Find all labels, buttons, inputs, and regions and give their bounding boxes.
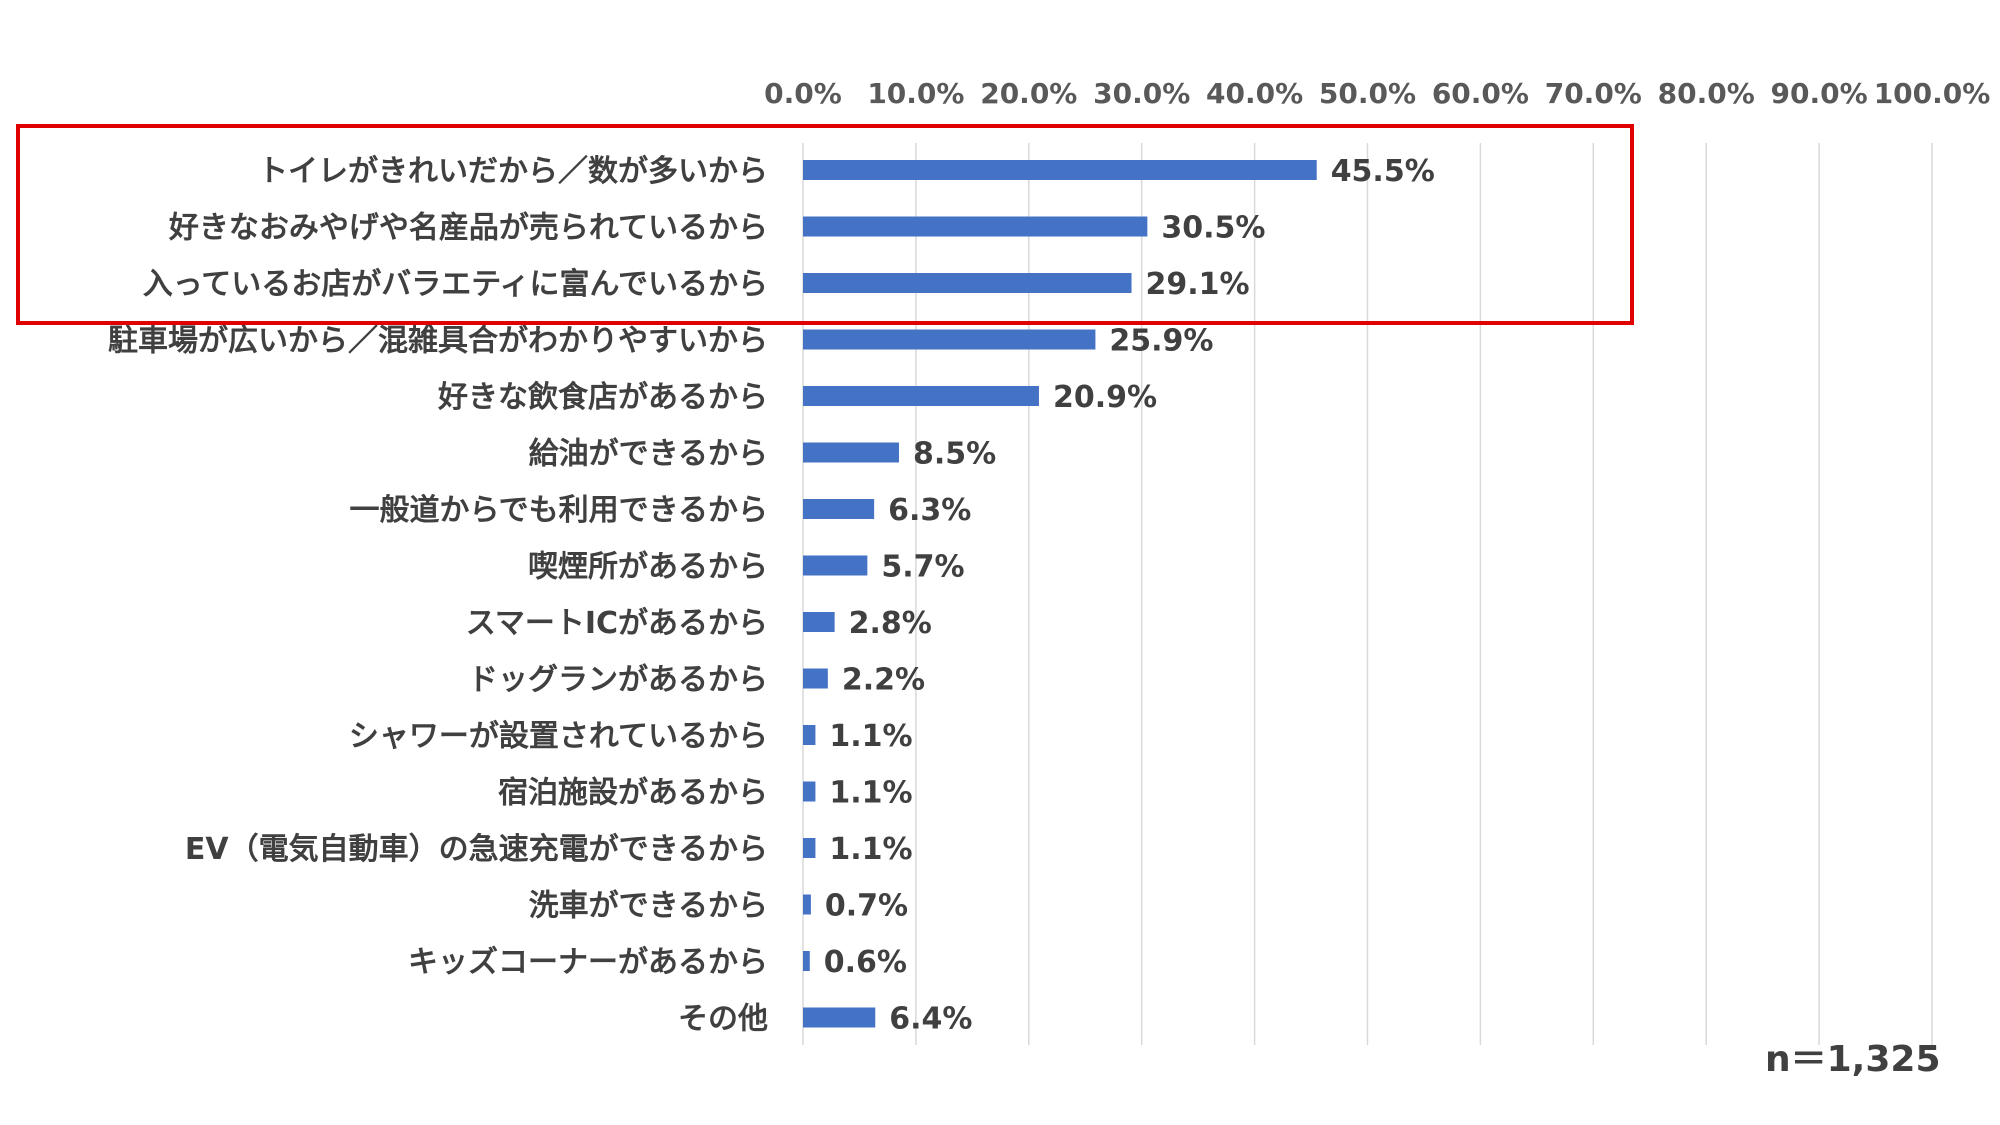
- category-label: トイレがきれいだから／数が多いから: [258, 154, 768, 189]
- category-label: 洗車ができるから: [529, 889, 768, 924]
- data-label: 2.8%: [849, 606, 932, 641]
- category-label: 喫煙所があるから: [528, 550, 768, 585]
- bar: [803, 442, 899, 463]
- data-label: 5.7%: [881, 550, 964, 585]
- category-labels: トイレがきれいだから／数が多いから好きなおみやげや名産品が売られているから入って…: [108, 154, 768, 1037]
- bar: [803, 838, 816, 858]
- data-label: 20.9%: [1053, 380, 1157, 415]
- x-tick-label: 30.0%: [1093, 77, 1190, 110]
- axis-tick-labels: 0.0% 10.0% 20.0% 30.0% 40.0% 50.0% 60.0% 70.0% 8…: [764, 77, 1990, 110]
- bar: [803, 894, 811, 915]
- x-tick-label: 50.0%: [1319, 77, 1416, 110]
- bar: [803, 781, 816, 802]
- bar: [803, 329, 1096, 350]
- data-label: 0.7%: [825, 889, 908, 924]
- category-label: 駐車場が広いから／混雑具合がわかりやすいから: [108, 324, 768, 359]
- category-label: その他: [678, 1002, 768, 1037]
- data-label: 45.5%: [1331, 154, 1435, 189]
- sample-size-note: n＝1,325: [1765, 1039, 1941, 1080]
- x-tick-label: 20.0%: [980, 77, 1077, 110]
- category-label: 宿泊施設があるから: [498, 776, 768, 811]
- category-label: キッズコーナーがあるから: [408, 945, 768, 980]
- x-tick-label: 10.0%: [867, 77, 964, 110]
- bars: [803, 160, 1317, 1028]
- bar: [803, 612, 835, 632]
- data-label: 6.4%: [889, 1002, 972, 1037]
- data-label: 1.1%: [829, 719, 912, 754]
- x-tick-label: 90.0%: [1771, 77, 1868, 110]
- bar: [803, 555, 868, 576]
- x-tick-label: 80.0%: [1658, 77, 1755, 110]
- x-tick-label: 40.0%: [1206, 77, 1303, 110]
- data-label: 1.1%: [829, 832, 912, 867]
- bar: [803, 273, 1132, 293]
- x-tick-label: 0.0%: [764, 77, 842, 110]
- category-label: スマートICがあるから: [466, 606, 768, 641]
- category-label: EV（電気自動車）の急速充電ができるから: [185, 832, 768, 867]
- category-label: 好きなおみやげや名産品が売られているから: [168, 211, 768, 246]
- data-label: 6.3%: [888, 493, 971, 528]
- highlight-box: [16, 124, 1634, 325]
- data-label: 1.1%: [829, 776, 912, 811]
- bar: [803, 160, 1317, 180]
- data-label: 25.9%: [1109, 324, 1213, 359]
- gridlines: [802, 143, 1933, 1045]
- category-label: シャワーが設置されているから: [349, 719, 768, 754]
- data-label: 2.2%: [842, 663, 925, 698]
- data-label: 0.6%: [824, 945, 907, 980]
- bar: [803, 668, 828, 689]
- bar: [803, 386, 1039, 406]
- x-tick-label: 60.0%: [1432, 77, 1529, 110]
- value-labels: 45.5% 30.5% 29.1% 25.9% 20.9% 8.5% 6.3% 5.7% 2.8…: [824, 154, 1435, 1037]
- bar: [803, 725, 816, 745]
- data-label: 8.5%: [913, 437, 996, 472]
- category-label: ドッグランがあるから: [468, 663, 768, 698]
- category-label: 一般道からでも利用できるから: [350, 493, 769, 528]
- category-label: 好きな飲食店があるから: [437, 380, 768, 415]
- highlight-box-group: [16, 124, 1634, 325]
- category-label: 給油ができるから: [529, 437, 768, 472]
- data-label: 30.5%: [1161, 211, 1265, 246]
- bar: [803, 499, 875, 519]
- bar: [803, 1007, 876, 1028]
- data-label: 29.1%: [1146, 267, 1250, 302]
- category-label: 入っているお店がバラエティに富んでいるから: [143, 267, 768, 302]
- bar: [803, 216, 1148, 237]
- x-tick-label: 100.0%: [1874, 77, 1991, 110]
- bar: [803, 951, 810, 971]
- x-tick-label: 70.0%: [1545, 77, 1642, 110]
